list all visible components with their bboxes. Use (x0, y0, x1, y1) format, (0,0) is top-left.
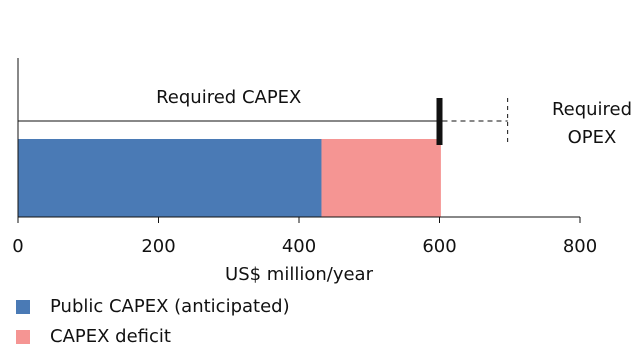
legend-label-capex-deficit: CAPEX deficit (50, 326, 171, 347)
bar-segment-capex-deficit (321, 139, 441, 217)
x-tick-label-400: 400 (282, 236, 316, 257)
legend-label-public-capex: Public CAPEX (anticipated) (50, 296, 290, 317)
legend: Public CAPEX (anticipated) CAPEX deficit (16, 292, 290, 352)
required-opex-label-line2: OPEX (568, 127, 617, 148)
required-opex-label-line1: Required (552, 99, 632, 120)
legend-swatch-capex-deficit (16, 330, 30, 344)
x-tick-label-0: 0 (12, 236, 23, 257)
legend-swatch-public-capex (16, 300, 30, 314)
bar-segment-public-capex (18, 139, 322, 217)
legend-item-public-capex: Public CAPEX (anticipated) (16, 292, 290, 322)
required-capex-label: Required CAPEX (156, 87, 301, 108)
x-tick-label-800: 800 (563, 236, 597, 257)
capex-opex-chart: 0 200 400 600 800 US$ million/year Required CA… (12, 58, 632, 285)
x-tick-label-200: 200 (141, 236, 175, 257)
legend-item-capex-deficit: CAPEX deficit (16, 322, 290, 352)
chart-root: 0 200 400 600 800 US$ million/year Required CA… (12, 58, 632, 347)
x-tick-label-600: 600 (422, 236, 456, 257)
x-axis-label: US$ million/year (225, 264, 374, 285)
